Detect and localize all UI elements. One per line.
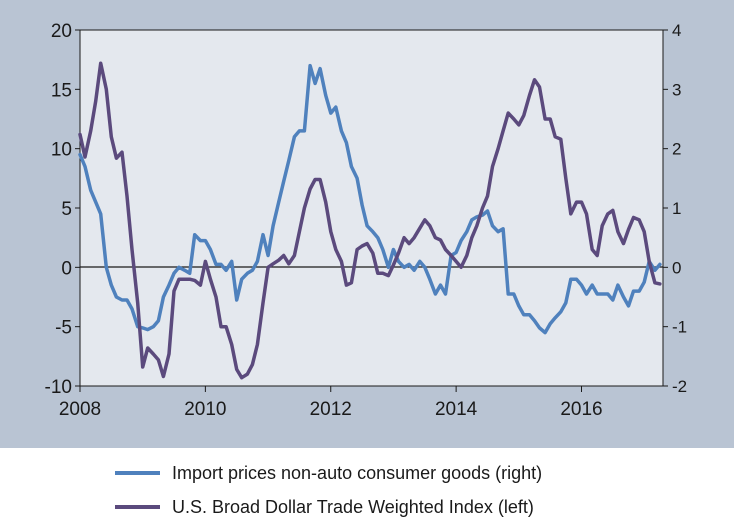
right-tick-label: -2 [672,377,687,396]
right-tick-label: -1 [672,318,687,337]
right-tick-label: 0 [672,258,681,277]
left-tick-label: 5 [61,199,72,220]
legend-label-dollar-index: U.S. Broad Dollar Trade Weighted Index (… [172,496,534,517]
legend-label-import-prices: Import prices non-auto consumer goods (r… [172,462,543,483]
series-line-dollar-index [78,61,662,380]
left-tick-label: 15 [51,80,72,101]
legend: Import prices non-auto consumer goods (r… [115,456,542,524]
legend-item-import-prices: Import prices non-auto consumer goods (r… [115,456,542,490]
x-tick-label: 2010 [184,399,226,420]
right-tick-label: 4 [672,21,681,40]
left-tick-label: 20 [51,21,72,42]
series-line-import-prices [78,63,662,335]
left-tick-label: -5 [55,318,72,339]
x-tick-label: 2012 [310,399,352,420]
plot-area [79,29,664,387]
legend-swatch-import-prices [115,471,160,475]
left-tick-label: 10 [51,140,72,161]
legend-swatch-dollar-index [115,505,160,509]
x-tick-label: 2014 [435,399,478,420]
left-tick-label: 0 [61,258,72,279]
x-tick-label: 2008 [59,399,101,420]
chart-panel: 20 15 10 5 0 -5 -10 4 3 2 1 0 -1 -2 2008 2010 2012 2014… [0,0,734,448]
right-tick-label: 2 [672,140,681,159]
right-tick-label: 3 [672,80,681,99]
right-tick-label: 1 [672,199,681,218]
left-tick-label: -10 [45,377,72,398]
legend-item-dollar-index: U.S. Broad Dollar Trade Weighted Index (… [115,490,542,524]
x-tick-label: 2016 [560,399,602,420]
